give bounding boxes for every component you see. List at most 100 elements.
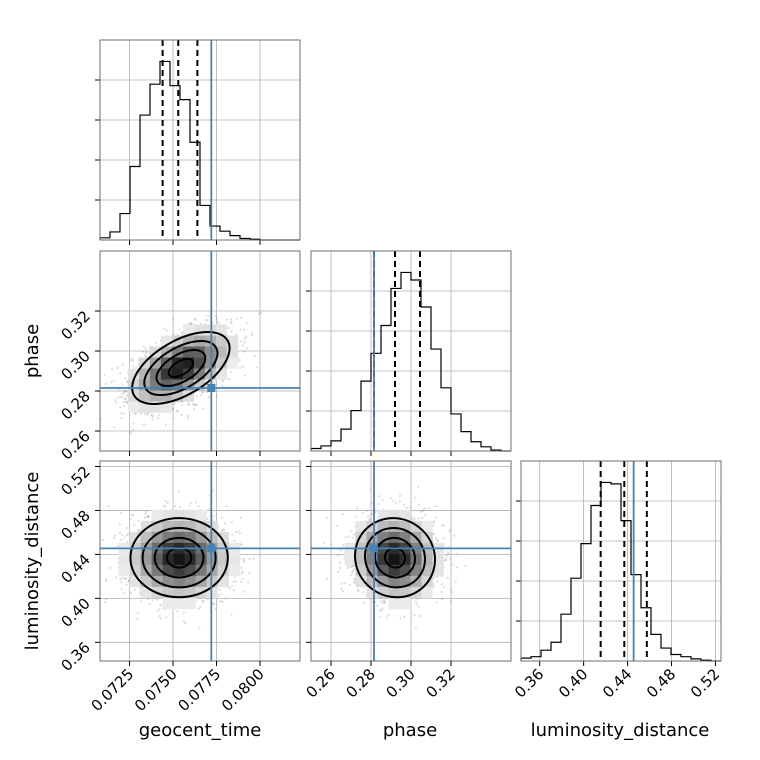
density-cell bbox=[149, 390, 162, 402]
scatter-point bbox=[219, 592, 222, 596]
density-cell bbox=[195, 553, 207, 566]
density-cell bbox=[184, 531, 196, 544]
scatter-point bbox=[211, 489, 215, 492]
scatter-point bbox=[218, 588, 221, 591]
scatter-point bbox=[121, 363, 124, 366]
density-cell bbox=[118, 553, 130, 566]
scatter-point bbox=[145, 510, 148, 513]
histogram-step bbox=[310, 271, 511, 452]
scatter-point bbox=[207, 396, 210, 399]
scatter-point bbox=[108, 566, 112, 570]
scatter-point bbox=[250, 331, 254, 335]
scatter-point bbox=[110, 381, 113, 384]
scatter-point bbox=[214, 607, 218, 610]
scatter-point bbox=[453, 534, 456, 537]
scatter-point bbox=[239, 316, 243, 320]
density-cell bbox=[129, 531, 141, 544]
scatter-point bbox=[116, 545, 119, 548]
density-cell bbox=[138, 390, 151, 402]
scatter-point bbox=[212, 603, 216, 606]
scatter-point bbox=[454, 580, 457, 583]
scatter-point bbox=[182, 620, 185, 623]
scatter-point bbox=[204, 319, 207, 322]
scatter-point bbox=[248, 558, 251, 561]
scatter-point bbox=[144, 355, 148, 358]
density-cell bbox=[217, 531, 229, 544]
scatter-point bbox=[441, 583, 444, 586]
scatter-point bbox=[136, 617, 139, 620]
scatter-point bbox=[238, 532, 242, 535]
density-cell bbox=[215, 324, 228, 336]
density-cell bbox=[140, 553, 152, 566]
scatter-point bbox=[225, 505, 228, 508]
scatter-point bbox=[132, 428, 135, 432]
scatter-point bbox=[158, 608, 161, 611]
scatter-point bbox=[132, 359, 135, 362]
scatter-point bbox=[150, 414, 153, 417]
scatter-point bbox=[205, 390, 208, 394]
scatter-point bbox=[159, 604, 162, 607]
density-cell bbox=[206, 553, 218, 566]
scatter-point bbox=[357, 589, 360, 593]
scatter-point bbox=[103, 373, 106, 376]
scatter-point bbox=[215, 394, 219, 397]
density-cell bbox=[184, 597, 196, 610]
scatter-point bbox=[116, 366, 119, 369]
scatter-point bbox=[193, 317, 196, 320]
density-cell bbox=[215, 335, 228, 347]
scatter-point bbox=[208, 507, 211, 510]
scatter-point bbox=[240, 543, 243, 547]
density-cell bbox=[171, 368, 184, 380]
scatter-point bbox=[239, 328, 242, 331]
scatter-point bbox=[156, 417, 160, 420]
density-cell bbox=[140, 575, 152, 588]
scatter-point bbox=[415, 602, 418, 605]
density-cell bbox=[182, 390, 195, 402]
scatter-point bbox=[130, 359, 133, 363]
scatter-point bbox=[242, 328, 246, 331]
density-cell bbox=[149, 379, 162, 391]
scatter-point bbox=[124, 390, 127, 393]
scatter-point bbox=[221, 384, 224, 387]
scatter-point bbox=[144, 347, 147, 350]
scatter-point bbox=[216, 321, 220, 324]
scatter-point bbox=[231, 533, 234, 536]
scatter-point bbox=[125, 526, 128, 530]
scatter-point bbox=[241, 577, 244, 580]
scatter-point bbox=[201, 391, 204, 394]
scatter-point bbox=[242, 557, 245, 560]
contour-level bbox=[129, 517, 229, 599]
scatter-point bbox=[122, 391, 125, 394]
scatter-point bbox=[409, 506, 412, 509]
scatter-point bbox=[129, 432, 133, 435]
scatter-point bbox=[141, 350, 144, 353]
scatter-point bbox=[246, 322, 249, 325]
density-cell bbox=[140, 520, 152, 533]
scatter-point bbox=[138, 591, 141, 594]
contour-level bbox=[167, 357, 195, 378]
density-cell bbox=[184, 575, 196, 588]
scatter-point bbox=[180, 331, 183, 334]
scatter-point bbox=[144, 412, 147, 415]
scatter-point bbox=[256, 366, 259, 369]
scatter-point bbox=[123, 536, 126, 539]
scatter-point bbox=[101, 538, 104, 542]
scatter-point bbox=[234, 580, 237, 583]
scatter-point bbox=[163, 327, 166, 331]
scatter-point bbox=[353, 533, 356, 536]
scatter-point bbox=[214, 314, 217, 318]
scatter-point bbox=[125, 400, 128, 403]
density-cell bbox=[206, 575, 218, 588]
scatter-point bbox=[180, 413, 183, 417]
scatter-point bbox=[186, 417, 189, 420]
scatter-point bbox=[119, 395, 122, 398]
scatter-point bbox=[142, 345, 146, 348]
scatter-point bbox=[145, 350, 148, 354]
density-cell bbox=[182, 346, 195, 358]
density-cell bbox=[140, 586, 152, 599]
density-cell bbox=[182, 368, 195, 380]
scatter-point bbox=[147, 515, 150, 518]
scatter-point bbox=[190, 501, 193, 504]
density-cell bbox=[173, 575, 185, 588]
